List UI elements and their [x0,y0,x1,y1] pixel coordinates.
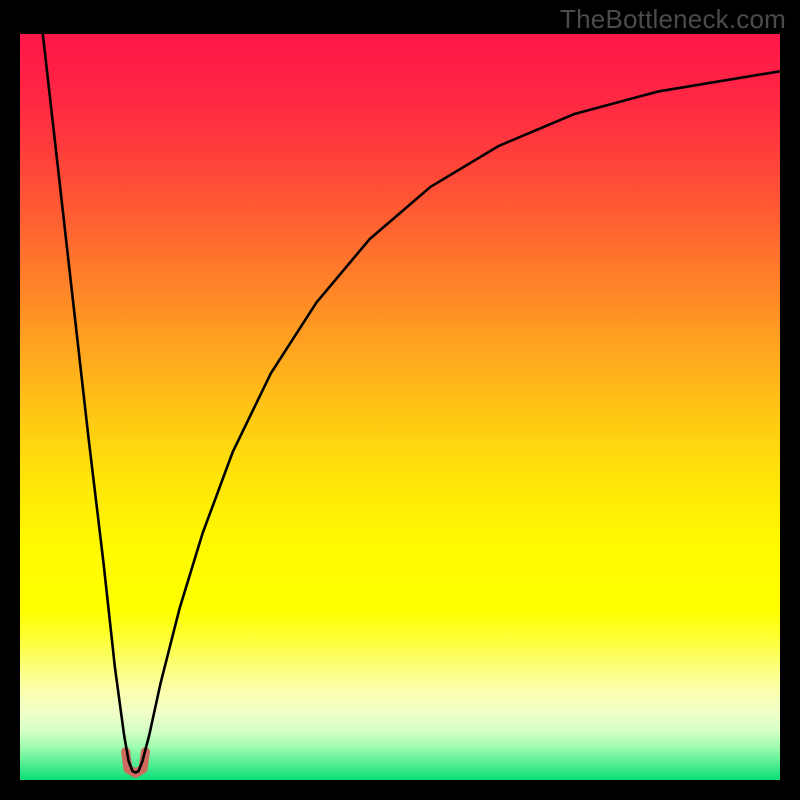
bottleneck-curve [43,34,780,773]
curve-layer [20,34,780,780]
plot-area [20,34,780,780]
watermark-text: TheBottleneck.com [560,4,786,35]
